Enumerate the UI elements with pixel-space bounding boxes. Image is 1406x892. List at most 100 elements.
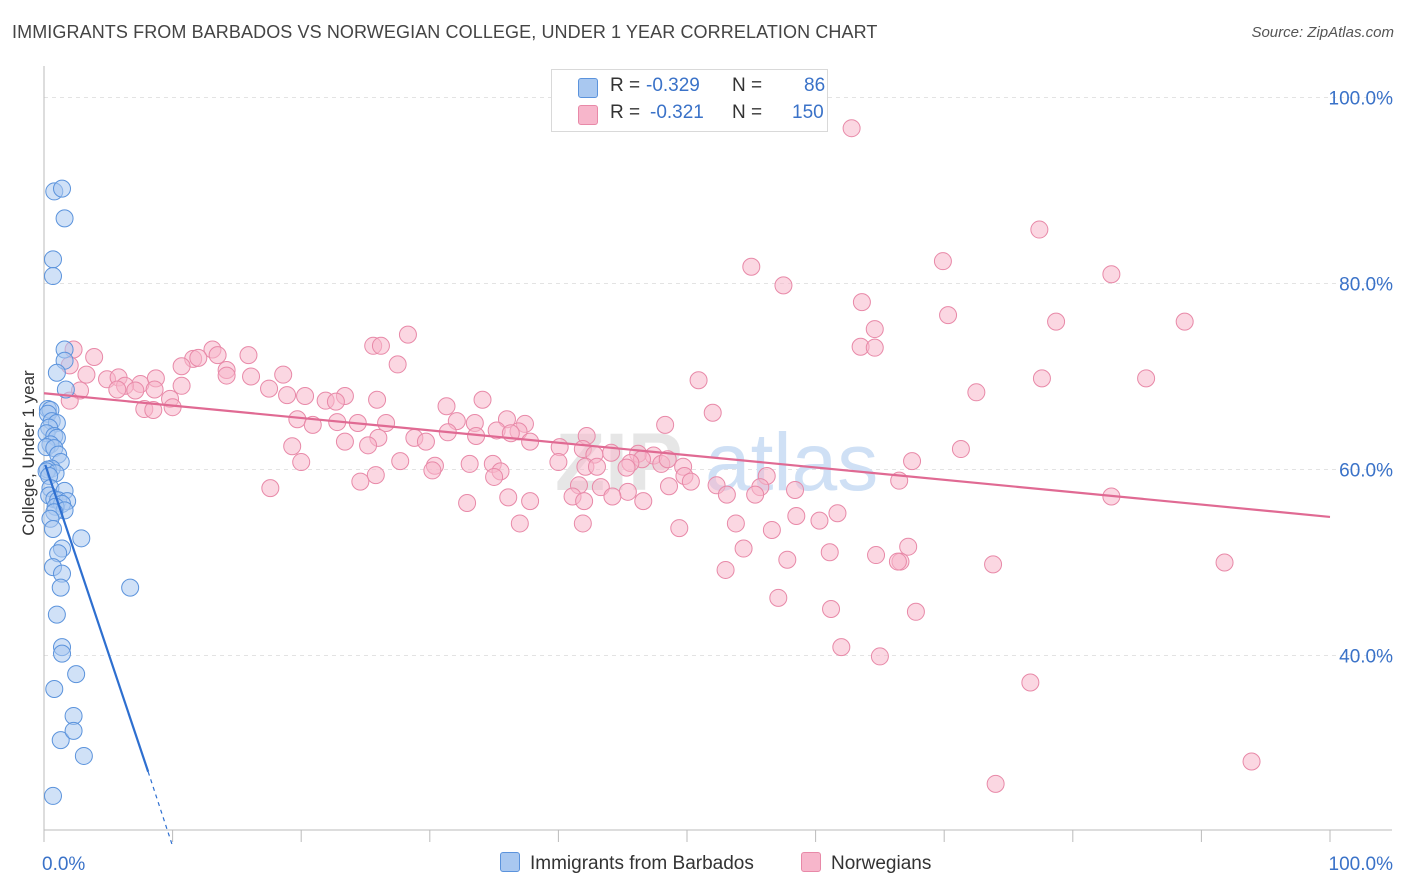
norwegians-point bbox=[549, 453, 568, 472]
barbados-points bbox=[37, 179, 140, 805]
norwegians-point bbox=[967, 383, 986, 402]
norwegians-point bbox=[787, 507, 806, 525]
legend-r-label: R = bbox=[610, 75, 641, 96]
norwegians-point bbox=[939, 306, 958, 325]
norwegians-point bbox=[658, 450, 677, 469]
barbados-trend-line bbox=[44, 464, 150, 773]
norwegians-point bbox=[377, 414, 396, 432]
barbados-point bbox=[53, 644, 72, 663]
norwegians-point bbox=[296, 387, 315, 406]
y-tick-label: 60.0% bbox=[1339, 461, 1393, 482]
norwegians-point bbox=[108, 380, 127, 399]
bottom-legend-swatch-norwegians bbox=[801, 852, 821, 872]
norwegians-point bbox=[144, 400, 163, 419]
norwegians-point bbox=[172, 357, 191, 376]
norwegians-point bbox=[842, 119, 861, 138]
norwegians-point bbox=[822, 600, 841, 618]
norwegians-point bbox=[852, 293, 871, 312]
norwegians-point bbox=[208, 346, 227, 365]
legend-n-value: 86 bbox=[804, 75, 826, 96]
norwegians-point bbox=[1175, 312, 1194, 331]
norwegians-point bbox=[865, 320, 884, 339]
bottom-legend-norwegians: Norwegians bbox=[801, 852, 931, 875]
norwegians-point bbox=[398, 325, 417, 344]
norwegians-point bbox=[870, 647, 889, 666]
norwegians-point bbox=[1215, 553, 1234, 572]
norwegians-point bbox=[292, 453, 311, 472]
bottom-legend-label-norwegians: Norwegians bbox=[831, 853, 932, 874]
barbados-point bbox=[121, 578, 140, 597]
norwegians-point bbox=[656, 415, 675, 434]
norwegians-point bbox=[1047, 312, 1066, 331]
norwegians-point bbox=[1021, 673, 1040, 692]
norwegians-point bbox=[1032, 369, 1051, 388]
y-axis-label: College, Under 1 year bbox=[19, 370, 38, 536]
norwegians-point bbox=[899, 537, 918, 556]
norwegians-point bbox=[423, 461, 442, 480]
norwegians-point bbox=[634, 492, 653, 511]
norwegians-point bbox=[984, 555, 1003, 574]
norwegians-point bbox=[951, 440, 970, 459]
norwegians-point bbox=[261, 479, 280, 498]
barbados-point bbox=[51, 578, 70, 597]
norwegians-point bbox=[359, 436, 378, 455]
norwegians-point bbox=[521, 492, 540, 511]
norwegians-point bbox=[145, 380, 164, 399]
norwegians-point bbox=[828, 504, 847, 523]
norwegians-point bbox=[458, 493, 477, 512]
barbados-trend-extension bbox=[147, 771, 174, 847]
y-tick-label: 100.0% bbox=[1329, 89, 1394, 110]
barbados-point bbox=[44, 520, 63, 539]
norwegians-point bbox=[810, 511, 829, 530]
barbados-point bbox=[55, 209, 74, 228]
norwegians-point bbox=[416, 432, 435, 451]
norwegians-point bbox=[617, 458, 636, 477]
bottom-legend-label-barbados: Immigrants from Barbados bbox=[530, 853, 754, 874]
y-tick-label: 40.0% bbox=[1339, 647, 1393, 668]
norwegians-point bbox=[986, 774, 1005, 793]
legend-swatch-barbados bbox=[578, 78, 598, 98]
source-label: Source: ZipAtlas.com bbox=[1251, 24, 1394, 41]
legend-n-value: 150 bbox=[792, 102, 824, 123]
norwegians-point bbox=[820, 543, 839, 562]
legend-r-value: -0.329 bbox=[646, 75, 700, 96]
norwegians-point bbox=[242, 367, 261, 386]
norwegians-point bbox=[888, 552, 907, 571]
norwegians-point bbox=[371, 336, 390, 355]
norwegians-point bbox=[391, 452, 410, 471]
norwegians-point bbox=[587, 457, 606, 476]
norwegians-point bbox=[670, 519, 689, 538]
norwegians-point bbox=[499, 488, 518, 507]
correlation-legend: R = -0.329 N = 86 R = -0.321 N = 150 bbox=[551, 69, 828, 132]
norwegians-point bbox=[703, 403, 722, 422]
norwegians-point bbox=[659, 477, 678, 496]
norwegians-point bbox=[437, 397, 456, 416]
barbados-point bbox=[47, 605, 66, 624]
norwegians-points bbox=[60, 119, 1261, 793]
grid-lines bbox=[44, 97, 1392, 656]
x-tick-label-min: 0.0% bbox=[42, 854, 85, 875]
norwegians-point bbox=[832, 638, 851, 657]
barbados-point bbox=[45, 679, 64, 698]
bottom-legend-barbados: Immigrants from Barbados bbox=[500, 852, 754, 875]
norwegians-point bbox=[77, 365, 96, 384]
norwegians-point bbox=[1030, 220, 1049, 239]
norwegians-point bbox=[366, 466, 385, 485]
norwegians-point bbox=[778, 550, 797, 569]
norwegians-point bbox=[933, 252, 952, 271]
norwegians-point bbox=[867, 546, 886, 565]
barbados-point bbox=[44, 267, 63, 286]
tick-labels: 40.0% 60.0% 80.0% 100.0% 0.0% 100.0% College, … bbox=[19, 89, 1393, 876]
norwegians-point bbox=[865, 338, 884, 357]
norwegians-trend-line bbox=[43, 392, 1331, 519]
barbados-point bbox=[74, 746, 93, 765]
norwegians-point bbox=[903, 452, 922, 471]
norwegians-point bbox=[217, 366, 236, 385]
norwegians-point bbox=[769, 588, 788, 607]
legend-r-value: -0.321 bbox=[650, 102, 704, 123]
norwegians-point bbox=[726, 514, 745, 533]
barbados-point bbox=[44, 786, 63, 805]
norwegians-point bbox=[335, 432, 354, 451]
norwegians-point bbox=[1102, 265, 1121, 284]
norwegians-point bbox=[189, 348, 208, 367]
